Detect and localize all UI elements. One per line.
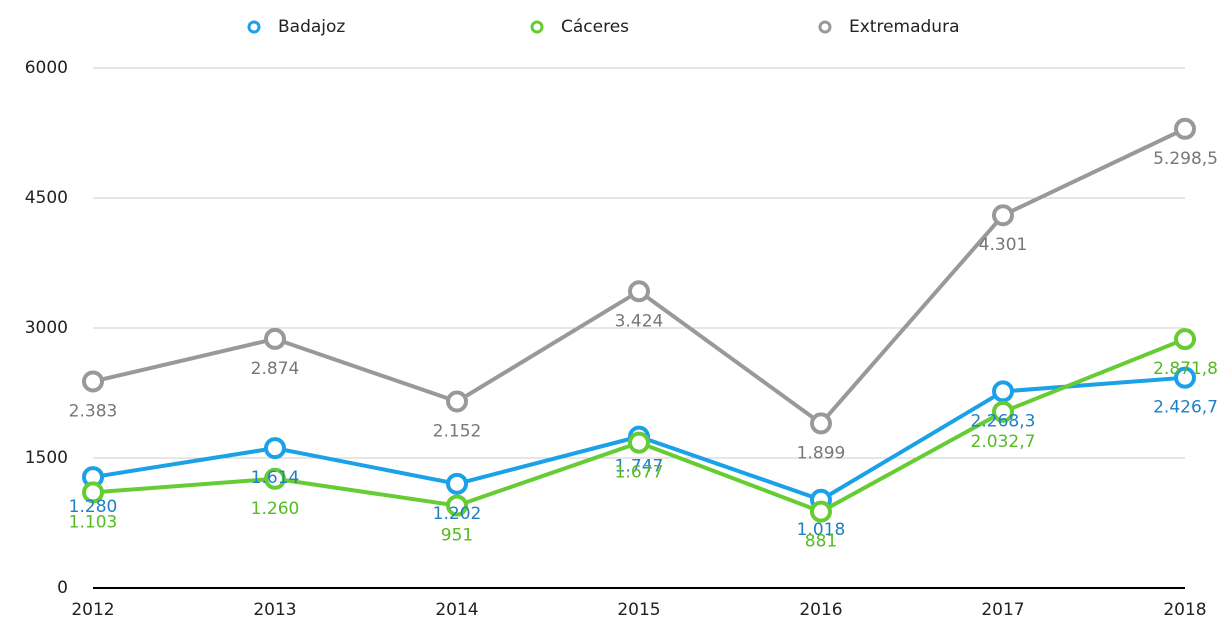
legend-marker (818, 20, 832, 34)
point (446, 494, 468, 517)
point (992, 400, 1014, 423)
point (264, 467, 286, 490)
x-tick-label: 2017 (981, 600, 1024, 619)
data-label: 4.301 (979, 235, 1028, 255)
point (82, 481, 104, 504)
legend-marker (247, 20, 261, 34)
data-label: 881 (805, 532, 837, 552)
data-label: 1.899 (797, 443, 846, 463)
data-label: 1.747 (615, 457, 664, 477)
data-label: 1.202 (433, 504, 482, 524)
data-label: 2.426,7 (1153, 398, 1218, 418)
data-label: 2.871,8 (1153, 359, 1218, 379)
data-label: 951 (441, 526, 473, 546)
y-tick-label: 3000 (25, 318, 68, 338)
data-label: 1.018 (797, 520, 846, 540)
point (628, 280, 650, 303)
y-tick-label: 1500 (25, 448, 68, 468)
y-tick-label: 6000 (25, 58, 68, 78)
series-line (92, 126, 1186, 427)
data-label: 1.103 (69, 512, 118, 532)
point (992, 204, 1014, 227)
legend-label: Cáceres (561, 17, 629, 37)
data-label: 2.383 (69, 401, 118, 421)
x-tick-label: 2015 (617, 600, 660, 619)
data-label: 1.260 (251, 499, 300, 519)
data-label: 2.874 (251, 359, 300, 379)
x-tick-label: 2013 (253, 600, 296, 619)
point (446, 390, 468, 413)
point (992, 380, 1014, 403)
point (628, 431, 650, 454)
data-label: 2.152 (433, 421, 482, 441)
point (1174, 366, 1196, 389)
x-tick-label: 2012 (71, 600, 114, 619)
x-tick-label: 2014 (435, 600, 478, 619)
point (810, 412, 832, 435)
y-tick-label: 0 (57, 578, 68, 598)
point (1174, 117, 1196, 140)
y-tick-label: 4500 (25, 188, 68, 208)
data-label: 1.614 (251, 468, 300, 488)
x-tick-label: 2018 (1163, 600, 1206, 619)
legend-marker (530, 20, 544, 34)
point (264, 437, 286, 460)
data-label: 1.677 (615, 463, 664, 483)
point (810, 500, 832, 523)
data-label: 3.424 (615, 311, 664, 331)
data-label: 2.032,7 (971, 432, 1036, 452)
legend-label: Extremadura (849, 17, 960, 37)
point (82, 370, 104, 393)
legend-label: Badajoz (278, 17, 345, 37)
point (264, 327, 286, 350)
data-label: 1.280 (69, 497, 118, 517)
data-label: 2.268,3 (971, 411, 1036, 431)
x-tick-label: 2016 (799, 600, 842, 619)
point (1174, 328, 1196, 351)
point (446, 472, 468, 495)
data-label: 5.298,5 (1153, 149, 1218, 169)
